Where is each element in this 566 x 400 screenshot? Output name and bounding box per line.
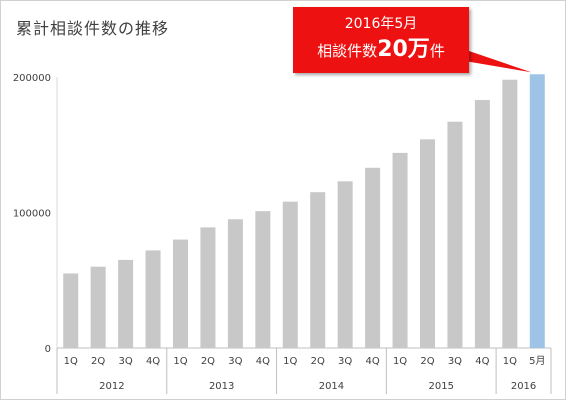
x-group-label: 2014	[319, 381, 344, 392]
bar	[200, 227, 216, 348]
x-tick-label: 1Q	[393, 356, 407, 367]
callout-count: 相談件数20万件	[293, 37, 469, 64]
bar	[420, 139, 435, 348]
bar	[282, 201, 298, 348]
callout-box: 2016年5月 相談件数20万件	[293, 7, 469, 73]
x-tick-label: 1Q	[173, 356, 187, 367]
x-group-label: 2012	[99, 381, 124, 392]
x-tick-label: 1Q	[64, 356, 78, 367]
x-group-label: 2015	[428, 381, 453, 392]
x-group-label: 2013	[209, 381, 234, 392]
x-tick-label: 3Q	[228, 356, 242, 367]
x-tick-label: 1Q	[283, 356, 297, 367]
x-tick-label: 4Q	[146, 356, 160, 367]
y-tick-label: 200000	[13, 73, 51, 84]
x-tick-label: 4Q	[365, 356, 379, 367]
callout-number: 20万	[377, 37, 430, 62]
bar	[255, 211, 271, 348]
bar	[365, 167, 381, 348]
x-tick-label: 4Q	[475, 356, 489, 367]
x-group-label: 2016	[511, 381, 536, 392]
x-tick-label: 3Q	[448, 356, 462, 367]
x-tick-label: 3Q	[338, 356, 352, 367]
y-tick-label: 0	[45, 344, 51, 355]
x-tick-label: 1Q	[503, 356, 517, 367]
callout-date: 2016年5月	[344, 16, 418, 32]
bar	[447, 121, 463, 348]
chart-title: 累計相談件数の推移	[16, 19, 170, 38]
bar	[310, 192, 326, 348]
x-tick-label: 5月	[529, 355, 545, 367]
bar	[227, 219, 243, 348]
bar	[502, 79, 518, 349]
x-tick-label: 2Q	[311, 356, 325, 367]
x-tick-label: 4Q	[256, 356, 270, 367]
callout-suffix: 件	[429, 42, 445, 60]
bar	[145, 250, 161, 348]
bar	[474, 100, 490, 348]
x-tick-label: 2Q	[91, 356, 105, 367]
x-tick-label: 2Q	[201, 356, 215, 367]
callout-pointer	[453, 51, 532, 73]
bar	[173, 239, 188, 348]
x-tick-label: 2Q	[420, 356, 434, 367]
bar	[118, 259, 134, 348]
bar	[337, 181, 353, 348]
bar	[529, 74, 545, 348]
bar	[63, 273, 79, 348]
x-tick-label: 3Q	[118, 356, 132, 367]
y-tick-label: 100000	[13, 209, 51, 220]
bar	[392, 152, 408, 348]
bar	[90, 266, 106, 348]
callout-prefix: 相談件数	[317, 42, 378, 60]
